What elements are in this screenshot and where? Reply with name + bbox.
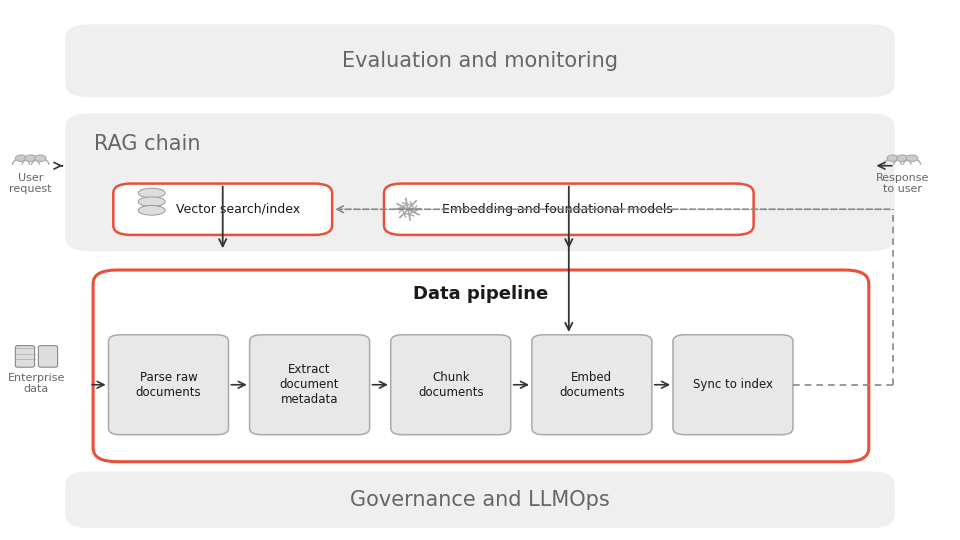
Circle shape	[35, 155, 46, 161]
FancyBboxPatch shape	[65, 24, 895, 97]
FancyBboxPatch shape	[384, 184, 754, 235]
Text: Parse raw
documents: Parse raw documents	[135, 371, 202, 399]
FancyBboxPatch shape	[391, 335, 511, 435]
FancyBboxPatch shape	[65, 113, 895, 251]
Text: Governance and LLMOps: Governance and LLMOps	[350, 490, 610, 510]
Text: RAG chain: RAG chain	[94, 134, 201, 154]
Text: User
request: User request	[10, 173, 52, 194]
Circle shape	[906, 155, 918, 161]
Circle shape	[887, 155, 899, 161]
Text: Extract
document
metadata: Extract document metadata	[280, 363, 339, 406]
Ellipse shape	[138, 206, 165, 215]
Text: Embedding and foundational models: Embedding and foundational models	[442, 202, 672, 216]
Text: Sync to index: Sync to index	[693, 378, 773, 392]
Text: Chunk
documents: Chunk documents	[418, 371, 484, 399]
Text: Vector search/index: Vector search/index	[176, 202, 300, 216]
FancyBboxPatch shape	[532, 335, 652, 435]
Circle shape	[25, 155, 36, 161]
Ellipse shape	[138, 188, 165, 198]
FancyBboxPatch shape	[93, 270, 869, 462]
Circle shape	[15, 155, 27, 161]
FancyBboxPatch shape	[65, 471, 895, 528]
Text: Embed
documents: Embed documents	[559, 371, 625, 399]
Text: Evaluation and monitoring: Evaluation and monitoring	[342, 51, 618, 71]
Ellipse shape	[138, 197, 165, 207]
Text: Data pipeline: Data pipeline	[414, 285, 548, 303]
FancyBboxPatch shape	[38, 346, 58, 367]
Circle shape	[897, 155, 908, 161]
FancyBboxPatch shape	[250, 335, 370, 435]
FancyBboxPatch shape	[113, 184, 332, 235]
FancyBboxPatch shape	[108, 335, 228, 435]
Text: Response
to user: Response to user	[876, 173, 929, 194]
Text: Enterprise
data: Enterprise data	[8, 373, 65, 394]
FancyBboxPatch shape	[15, 346, 35, 367]
FancyBboxPatch shape	[673, 335, 793, 435]
